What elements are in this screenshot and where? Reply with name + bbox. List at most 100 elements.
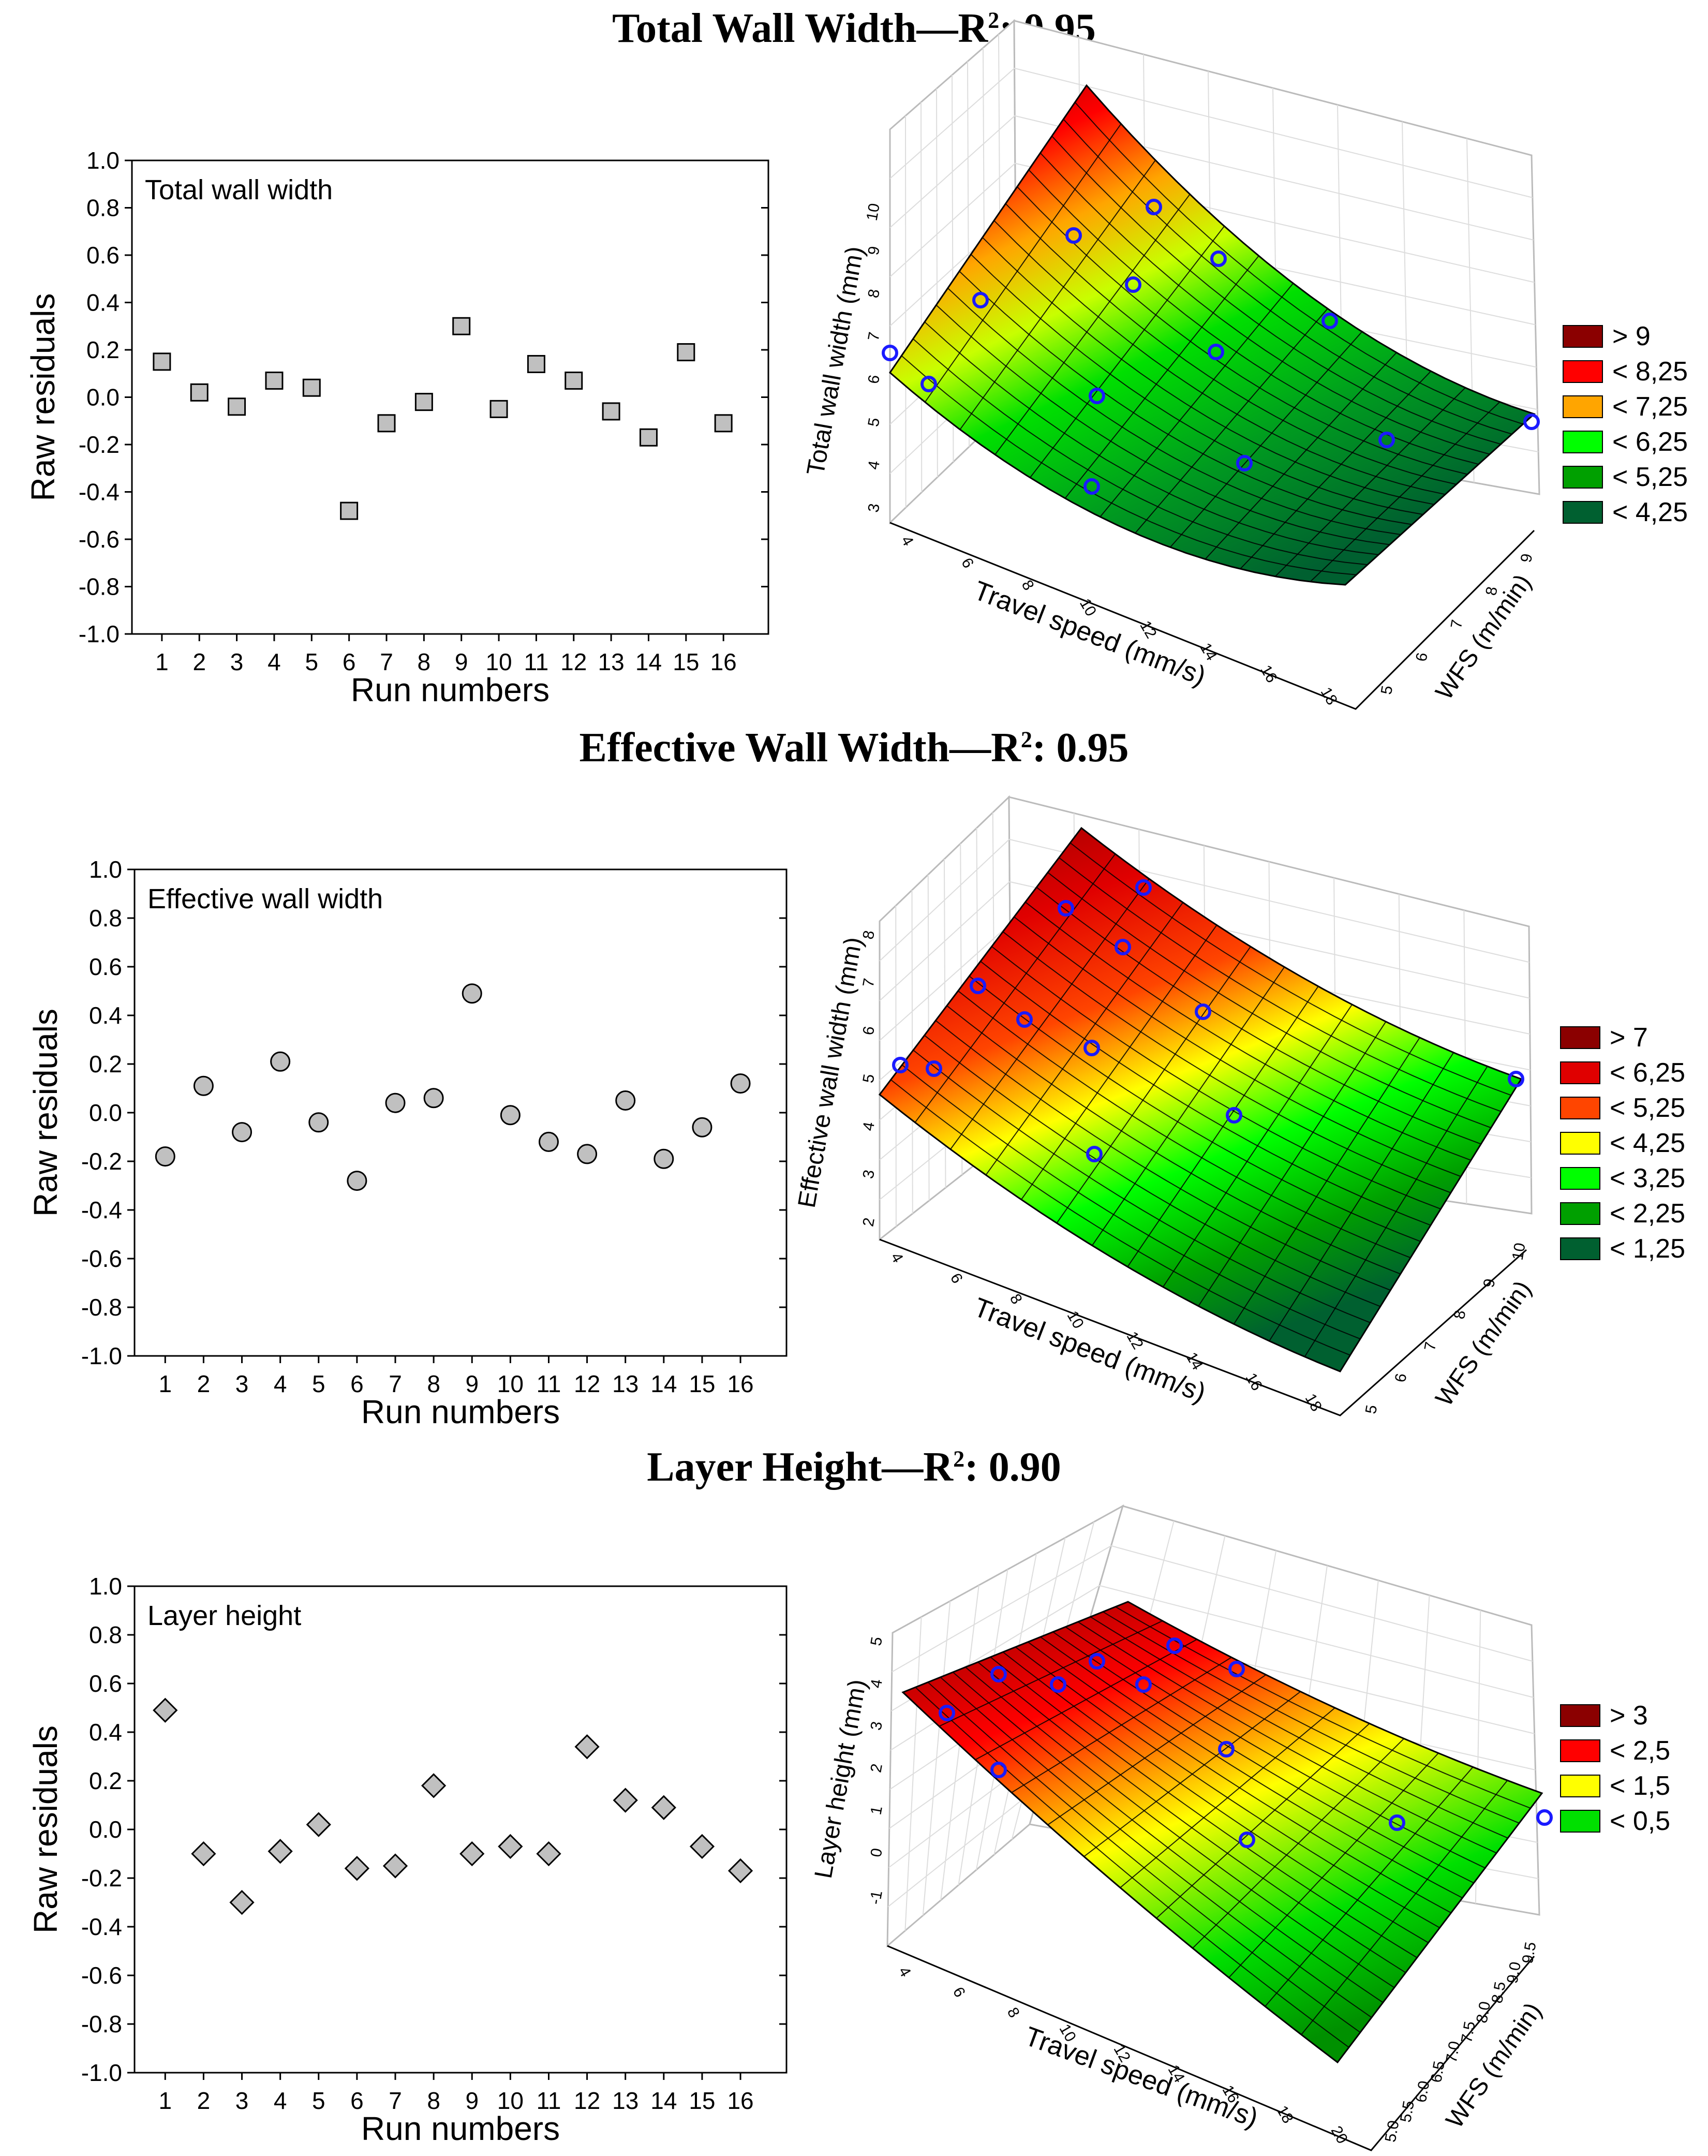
data-point-run-15 [692, 1117, 712, 1138]
legend-label: > 9 [1612, 321, 1651, 351]
legend-item: < 6,25 [1563, 426, 1688, 457]
data-point-run-7 [377, 414, 396, 433]
observed-point [1218, 1741, 1235, 1758]
x-tick-label: 2 [192, 648, 206, 675]
data-point-run-5 [308, 1112, 329, 1133]
data-point-run-14 [651, 1795, 676, 1820]
observed-point [1389, 1814, 1405, 1831]
data-point-run-13 [613, 1788, 638, 1813]
legend-label: < 6,25 [1610, 1058, 1686, 1088]
x-tick-label: 10 [497, 1370, 524, 1397]
data-point-run-6 [344, 1856, 370, 1881]
surface-mesh-line [1310, 401, 1501, 582]
legend-item: > 7 [1560, 1022, 1685, 1053]
z-tick-label: 7 [865, 331, 883, 342]
x-tick-label: 6 [958, 555, 977, 571]
legend-swatch [1560, 1237, 1600, 1260]
observed-point [1195, 1003, 1211, 1020]
y-tick-label: 5 [1378, 684, 1396, 696]
x-tick-label: 9 [455, 648, 468, 675]
data-point-run-3 [229, 1889, 255, 1915]
surface-mesh-line [1017, 186, 1468, 475]
x-tick-label: 10 [497, 2087, 524, 2114]
z-tick-label: 4 [859, 1120, 878, 1132]
surface-mesh-line [1198, 1021, 1387, 1307]
y-tick-label: 0.4 [89, 1719, 122, 1746]
surface-mesh-line [993, 220, 1446, 495]
observed-point [1115, 939, 1131, 955]
legend-swatch [1560, 1775, 1600, 1797]
y-tick-label: 0.0 [86, 384, 120, 411]
data-point-run-9 [459, 1841, 485, 1867]
surface-mesh-line [1265, 1766, 1474, 2007]
legend-label: < 1,5 [1610, 1771, 1671, 1801]
floor-edge [879, 1238, 1527, 1416]
observed-point [1226, 1107, 1242, 1124]
z-tick-label: 8 [865, 288, 883, 299]
surface-mesh-line [1240, 371, 1432, 569]
legend-item: < 1,25 [1560, 1233, 1685, 1264]
legend-swatch [1560, 1097, 1600, 1119]
x-tick-label: 5 [305, 648, 318, 675]
y-tick-label: 0.8 [89, 905, 122, 932]
surface-mesh-line [935, 304, 1390, 545]
plot-inner-title: Effective wall width [147, 883, 383, 914]
y-tick-label: 8 [1451, 1309, 1469, 1320]
data-point-run-8 [414, 393, 433, 411]
y-axis-label: WFS (m/min) [1431, 1276, 1537, 1411]
data-point-run-8 [423, 1088, 444, 1109]
y-tick-label: -0.4 [81, 1913, 122, 1940]
legend-swatch [1560, 1739, 1600, 1762]
y-tick-label: 5.0 [1382, 2119, 1403, 2144]
observed-point [1210, 250, 1227, 267]
z-tick-label: 4 [865, 460, 883, 471]
surface-mesh-line [1192, 1738, 1405, 1949]
plot-frame [133, 868, 788, 1357]
x-tick-label: 1 [155, 648, 169, 675]
x-tick-label: 5 [312, 2087, 325, 2114]
grid-line-horizontal [889, 163, 1535, 283]
x-tick-label: 16 [727, 2087, 753, 2114]
y-tick-label: 0.0 [89, 1099, 122, 1126]
y-tick-label: 1.0 [86, 147, 120, 174]
y-tick-label: -0.6 [81, 1245, 122, 1272]
data-point-run-14 [654, 1148, 674, 1169]
y-tick-label: -0.8 [81, 2011, 122, 2037]
surface-mesh-line [1233, 1037, 1420, 1325]
legend-item: > 3 [1560, 1700, 1670, 1731]
x-axis-label: Run numbers [351, 671, 549, 708]
surface-mesh-line [959, 271, 1412, 525]
legend-swatch [1560, 1167, 1600, 1190]
z-axis-label: Layer height (mm) [810, 1677, 872, 1881]
surface-mesh-line [1011, 1657, 1232, 1793]
data-point-run-1 [155, 1146, 175, 1167]
data-point-run-10 [489, 400, 508, 418]
y-tick-label: 0.4 [86, 289, 120, 316]
y-tick-label: 1.0 [89, 856, 122, 883]
observed-point [1016, 1011, 1033, 1028]
x-tick-label: 2 [197, 2087, 211, 2114]
surface-mesh-line [1070, 842, 1511, 1096]
observed-point [1135, 1676, 1152, 1693]
y-tick-label: -0.2 [81, 1865, 122, 1892]
z-tick-label: 2 [867, 1762, 885, 1774]
x-tick-label: 6 [947, 1271, 966, 1287]
legend-label: < 4,25 [1610, 1128, 1686, 1158]
x-tick-label: 13 [612, 1370, 638, 1397]
residual-plot-total-wall-width: Total wall width 1.0 0.8 0.6 0.4 0.2 0.0 -0.2 -0… [24, 147, 769, 708]
surface-mesh-line [1047, 872, 1492, 1129]
surface-mesh-line [950, 878, 1150, 1150]
y-tick-label: 9 [1480, 1277, 1498, 1289]
y-tick-label: 9 [1518, 552, 1536, 564]
surface-mesh-line [1274, 387, 1466, 577]
surface-mesh-line [982, 237, 1434, 505]
surface-mesh-line [935, 1020, 1391, 1291]
x-tick-label: 11 [524, 648, 549, 675]
data-point-run-15 [689, 1834, 715, 1859]
x-tick-label: 6 [949, 1984, 969, 2000]
surface-mesh-line [1100, 283, 1294, 518]
x-tick-label: 15 [673, 648, 699, 675]
surface-mesh-line [1056, 946, 1251, 1223]
y-tick-label: 10 [1509, 1242, 1528, 1262]
